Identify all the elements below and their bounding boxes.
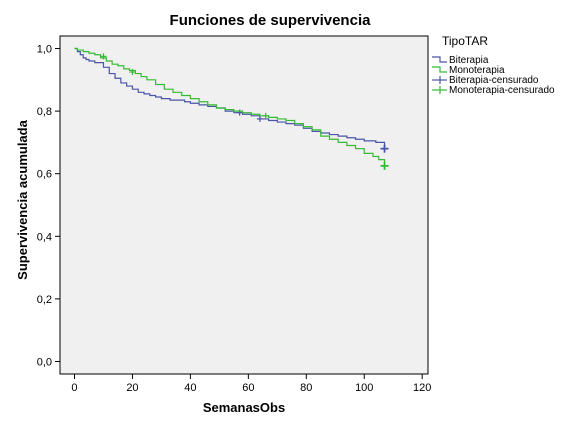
x-tick-label: 60: [242, 382, 254, 394]
y-tick-label: 0,6: [37, 169, 52, 181]
legend-line-swatch: [432, 56, 447, 63]
legend-entry: Biterapia-censurado: [432, 75, 539, 86]
y-axis-label: Supervivencia acumulada: [15, 119, 30, 279]
legend-label: Monoterapia: [449, 65, 505, 76]
series-line-monoterapia: [74, 47, 386, 166]
y-tick-label: 0,4: [37, 231, 52, 243]
censor-mark: [129, 68, 136, 75]
x-tick-label: 40: [184, 382, 196, 394]
censor-mark: [100, 53, 107, 60]
censor-mark: [380, 161, 389, 170]
legend-line-swatch: [432, 66, 447, 73]
x-tick-label: 120: [413, 382, 431, 394]
y-tick-label: 0,0: [37, 356, 52, 368]
legend-entry: Biterapia: [432, 55, 489, 66]
y-tick-label: 0,8: [37, 106, 52, 118]
censor-mark: [262, 112, 269, 119]
censor-mark: [380, 144, 389, 153]
plot-area: [59, 35, 429, 375]
y-tick-label: 1,0: [37, 44, 52, 56]
legend-label: Monoterapia-censurado: [449, 85, 555, 96]
axes: 0 20 40 60 80 100 120 0,0 0,2 0,4 0,6 0,8 1,0: [37, 44, 432, 394]
censor-mark: [256, 115, 263, 122]
legend-entries: BiterapiaMonoterapiaBiterapia-censuradoM…: [432, 55, 555, 96]
chart-title: Funciones de supervivencia: [170, 12, 372, 29]
x-tick-label: 100: [355, 382, 373, 394]
legend-entry: Monoterapia: [432, 65, 505, 76]
x-tick-label: 80: [300, 382, 312, 394]
y-tick-label: 0,2: [37, 294, 52, 306]
legend-entry: Monoterapia-censurado: [432, 85, 555, 96]
legend-title: TipoTAR: [442, 34, 488, 48]
legend-label: Biterapia: [449, 55, 489, 66]
legend-label: Biterapia-censurado: [449, 75, 539, 86]
x-axis-label: SemanasObs: [203, 400, 285, 415]
x-tick-label: 0: [71, 382, 77, 394]
series-layer: [74, 47, 389, 170]
x-tick-label: 20: [126, 382, 138, 394]
legend: TipoTAR BiterapiaMonoterapiaBiterapia-ce…: [432, 34, 555, 96]
